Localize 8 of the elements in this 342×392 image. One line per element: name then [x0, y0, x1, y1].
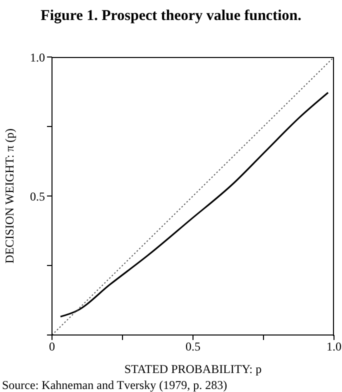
x-tick-label: 1.0 — [326, 340, 342, 354]
x-tick-label: 0 — [49, 340, 55, 354]
y-axis-title: DECISION WEIGHT: π (p) — [2, 128, 18, 264]
source-note: Source: Kahneman and Tversky (1979, p. 283) — [2, 378, 228, 392]
chart-title: Figure 1. Prospect theory value function. — [40, 8, 302, 25]
line-series — [60, 92, 329, 318]
x-axis-title: STATED PROBABILITY: p — [123, 362, 263, 377]
x-tick-label: 0.5 — [186, 340, 200, 354]
